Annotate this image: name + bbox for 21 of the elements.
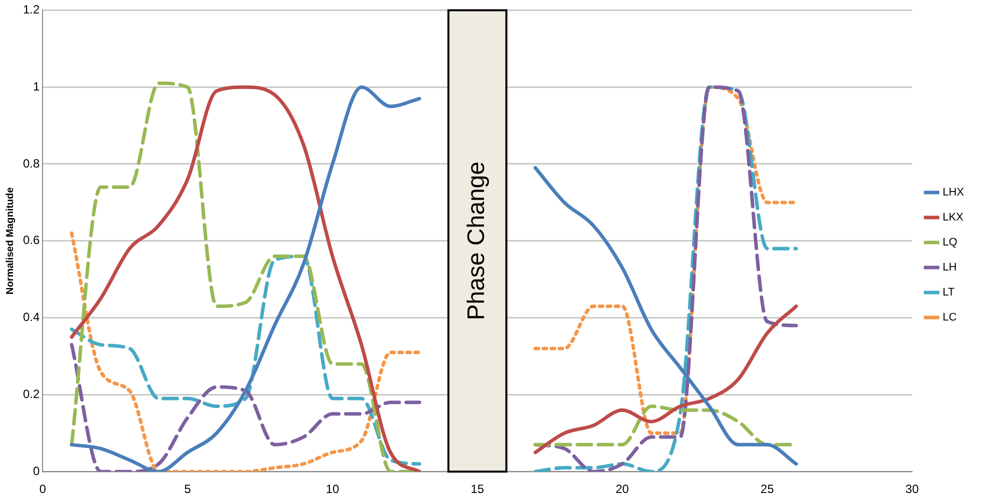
y-tick-label: 1 [32, 79, 40, 94]
y-tick-label: 0.6 [22, 233, 40, 248]
x-tick-label: 10 [326, 482, 340, 496]
x-tick-label: 15 [470, 482, 484, 496]
y-tick-label: 0.8 [22, 156, 40, 170]
y-tick-label: 0.4 [22, 310, 40, 324]
x-tick-label: 30 [905, 482, 920, 496]
y-tick-label: 0 [32, 464, 40, 478]
legend-label: LC [942, 312, 957, 324]
legend-label: LKX [942, 212, 964, 224]
band-label: Phase Change [463, 162, 490, 320]
x-tick-label: 5 [184, 482, 192, 496]
legend-label: LHX [942, 186, 965, 199]
y-tick-label: 0.2 [22, 387, 40, 402]
y-axis-title: Normalised Magnitude [4, 186, 16, 295]
legend-label: LT [942, 286, 955, 299]
legend-label: LQ [942, 236, 958, 249]
x-tick-label: 25 [760, 482, 774, 496]
legend-label: LH [942, 262, 957, 274]
y-tick-label: 1.2 [22, 2, 40, 17]
x-tick-label: 20 [616, 482, 630, 496]
